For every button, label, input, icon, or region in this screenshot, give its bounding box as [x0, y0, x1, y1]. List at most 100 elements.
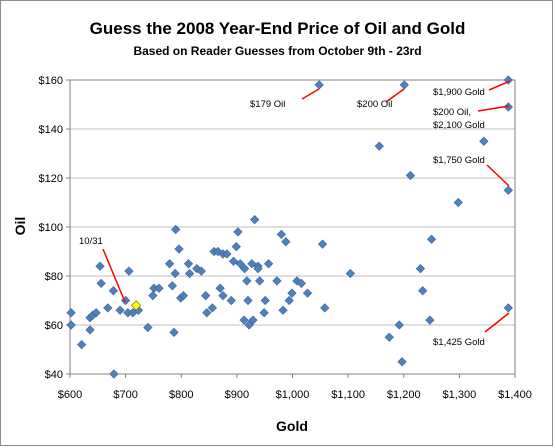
callout-line-1750-gold — [486, 164, 510, 187]
y-tick-label: $40 — [45, 369, 63, 381]
data-point — [222, 249, 232, 259]
x-tick-label: $600 — [58, 389, 82, 401]
data-point — [426, 234, 437, 244]
chart-subtitle: Based on Reader Guesses from October 9th… — [133, 44, 422, 58]
data-point — [169, 327, 179, 337]
data-point — [479, 136, 489, 146]
data-point — [115, 305, 125, 315]
gridlines — [70, 128, 515, 326]
highlight-point — [131, 300, 142, 311]
data-point — [397, 357, 407, 367]
data-point — [296, 278, 307, 288]
data-point — [148, 290, 158, 301]
data-point — [320, 303, 330, 313]
data-point — [453, 197, 463, 208]
data-point — [183, 259, 194, 269]
callout-line-200-oil — [385, 88, 405, 103]
callout-line-10-31 — [102, 248, 126, 303]
data-point — [287, 288, 297, 298]
y-tick-label: $140 — [39, 124, 63, 136]
data-point — [164, 259, 175, 269]
data-point — [314, 80, 324, 90]
annotation-200-oil-comma: $200 Oil, — [433, 107, 471, 118]
data-point — [255, 276, 265, 286]
data-point — [202, 308, 212, 318]
callout-line-1900-gold — [488, 80, 511, 91]
data-point — [284, 295, 294, 306]
data-point — [95, 261, 105, 271]
annotation-2100-gold: $2,100 Gold — [433, 120, 485, 131]
annotations: $179 Oil $200 Oil $1,900 Gold $200 Oil, … — [79, 80, 511, 348]
data-point — [259, 308, 269, 318]
data-point — [248, 315, 258, 325]
data-point — [66, 320, 76, 330]
x-tick-label: $700 — [113, 389, 137, 401]
data-point — [384, 332, 394, 342]
data-point — [250, 215, 260, 225]
data-point — [317, 239, 328, 249]
data-point — [278, 305, 288, 315]
y-tick-label: $60 — [45, 320, 63, 332]
x-tick-label: $1,400 — [498, 389, 532, 401]
x-axis-title: Gold — [276, 418, 308, 434]
data-point — [171, 224, 181, 235]
y-tick-label: $120 — [39, 173, 63, 185]
data-point — [260, 295, 270, 306]
data-points — [66, 75, 513, 379]
data-point — [174, 244, 184, 254]
data-point — [240, 264, 250, 274]
data-point — [418, 286, 428, 296]
data-point — [91, 308, 101, 318]
data-point — [201, 290, 211, 301]
data-point — [109, 369, 119, 379]
annotation-1900-gold: $1,900 Gold — [433, 87, 485, 98]
annotation-200-oil: $200 Oil — [357, 99, 392, 110]
x-tick-label: $1,300 — [443, 389, 477, 401]
y-axis-title: Oil — [12, 217, 28, 236]
data-point — [85, 325, 95, 335]
data-point — [124, 266, 134, 276]
data-point — [170, 268, 180, 279]
data-point — [263, 259, 274, 269]
data-point — [77, 339, 87, 350]
data-point — [425, 315, 435, 325]
data-point — [178, 290, 189, 301]
data-point — [167, 281, 177, 291]
data-point — [239, 315, 249, 325]
data-point — [253, 264, 263, 274]
data-point — [108, 286, 119, 296]
callout-line-179-oil — [301, 88, 320, 100]
annotation-179-oil: $179 Oil — [250, 99, 285, 110]
data-point — [231, 241, 241, 252]
data-point — [218, 290, 228, 301]
data-point — [302, 288, 313, 298]
data-point — [103, 303, 113, 313]
data-point — [503, 185, 513, 195]
data-point — [242, 276, 252, 286]
data-point — [66, 308, 76, 318]
x-tick-label: $800 — [169, 389, 193, 401]
callout-line-200-oil-2100-gold — [477, 105, 510, 112]
data-point — [233, 227, 243, 237]
x-tick-label: $1,200 — [387, 389, 421, 401]
data-point — [226, 295, 236, 306]
data-point — [281, 237, 291, 247]
x-tick-label: $900 — [225, 389, 249, 401]
data-point — [196, 266, 206, 276]
data-point — [272, 276, 282, 286]
data-point — [143, 322, 153, 333]
y-tick-label: $100 — [39, 222, 63, 234]
data-point — [415, 264, 426, 274]
data-point — [503, 102, 513, 112]
callout-line-1425-gold — [484, 312, 510, 333]
data-point — [276, 229, 286, 239]
x-tick-label: $1,000 — [276, 389, 310, 401]
x-tick-label: $1,100 — [331, 389, 365, 401]
data-point — [503, 303, 513, 313]
data-point — [213, 246, 223, 257]
data-point — [345, 268, 355, 279]
data-point — [243, 295, 253, 306]
data-point — [405, 170, 416, 181]
